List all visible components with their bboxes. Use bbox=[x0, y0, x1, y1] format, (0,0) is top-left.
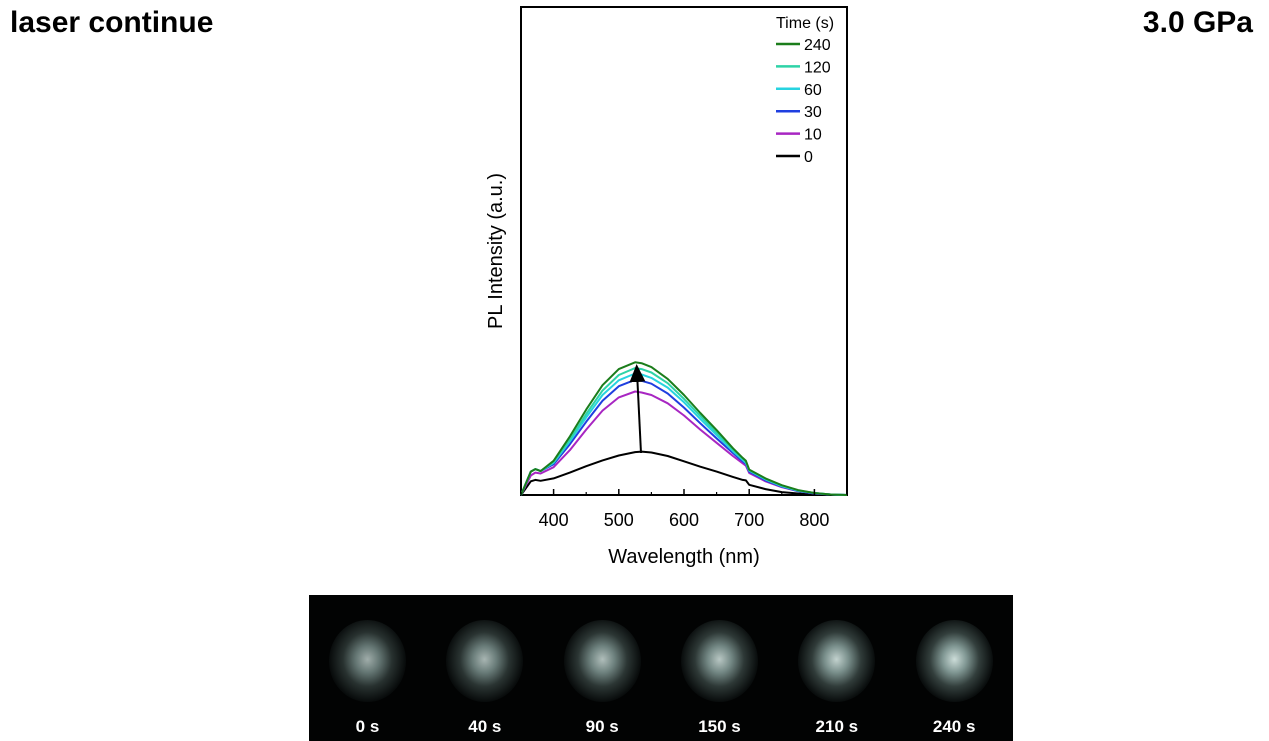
legend-label-60: 60 bbox=[804, 82, 822, 99]
luminescence-spot bbox=[681, 620, 758, 702]
legend-label-0: 0 bbox=[804, 149, 813, 166]
frame-time-label: 210 s bbox=[815, 717, 859, 736]
pl-spectrum-chart: 400 500 600 700 800 Wavelength (nm) PL Inten… bbox=[485, 6, 848, 568]
luminescence-spot bbox=[446, 620, 524, 702]
y-axis-label: PL Intensity (a.u.) bbox=[485, 173, 507, 329]
frame-time-label: 90 s bbox=[585, 717, 619, 736]
left-title: laser continue bbox=[10, 6, 214, 39]
frame-time-label: 240 s bbox=[932, 717, 976, 736]
series-line-0 bbox=[520, 450, 847, 496]
luminescence-spot bbox=[563, 620, 641, 702]
x-axis-label: Wavelength (nm) bbox=[608, 546, 760, 568]
luminescence-spot bbox=[915, 620, 993, 702]
legend-label-10: 10 bbox=[804, 127, 822, 144]
right-title: 3.0 GPa bbox=[1142, 6, 1253, 39]
x-tick-label: 700 bbox=[734, 510, 764, 530]
series-line-60 bbox=[520, 372, 848, 496]
x-ticks: 400 500 600 700 800 bbox=[520, 489, 848, 530]
series-line-120 bbox=[520, 367, 848, 496]
legend: Time (s) 240 120 60 30 10 0 bbox=[776, 15, 834, 166]
luminescence-spot bbox=[798, 620, 876, 702]
growth-arrow bbox=[629, 364, 646, 454]
frame-time-label: 150 s bbox=[698, 717, 741, 736]
frame-time-label: 0 s bbox=[355, 717, 380, 736]
photo-frame: 40 s bbox=[426, 595, 543, 741]
x-tick-label: 400 bbox=[539, 510, 569, 530]
photo-frame: 240 s bbox=[896, 595, 1013, 741]
plot-frame bbox=[520, 6, 848, 496]
legend-label-30: 30 bbox=[804, 104, 822, 121]
frame-time-label: 40 s bbox=[468, 717, 502, 736]
legend-label-240: 240 bbox=[804, 37, 831, 54]
photo-frame: 210 s bbox=[778, 595, 895, 741]
photo-frame: 150 s bbox=[661, 595, 778, 741]
photo-frame: 0 s bbox=[309, 595, 426, 741]
photo-frame: 90 s bbox=[544, 595, 661, 741]
legend-label-120: 120 bbox=[804, 59, 831, 76]
x-tick-label: 800 bbox=[799, 510, 829, 530]
series-group bbox=[520, 361, 848, 496]
luminescence-spot bbox=[329, 620, 406, 702]
photo-strip: 0 s 40 s 90 s 150 s 210 s 240 s bbox=[309, 595, 1013, 741]
series-line-240 bbox=[520, 361, 848, 496]
legend-title: Time (s) bbox=[776, 15, 834, 32]
x-tick-label: 600 bbox=[669, 510, 699, 530]
x-tick-label: 500 bbox=[604, 510, 634, 530]
